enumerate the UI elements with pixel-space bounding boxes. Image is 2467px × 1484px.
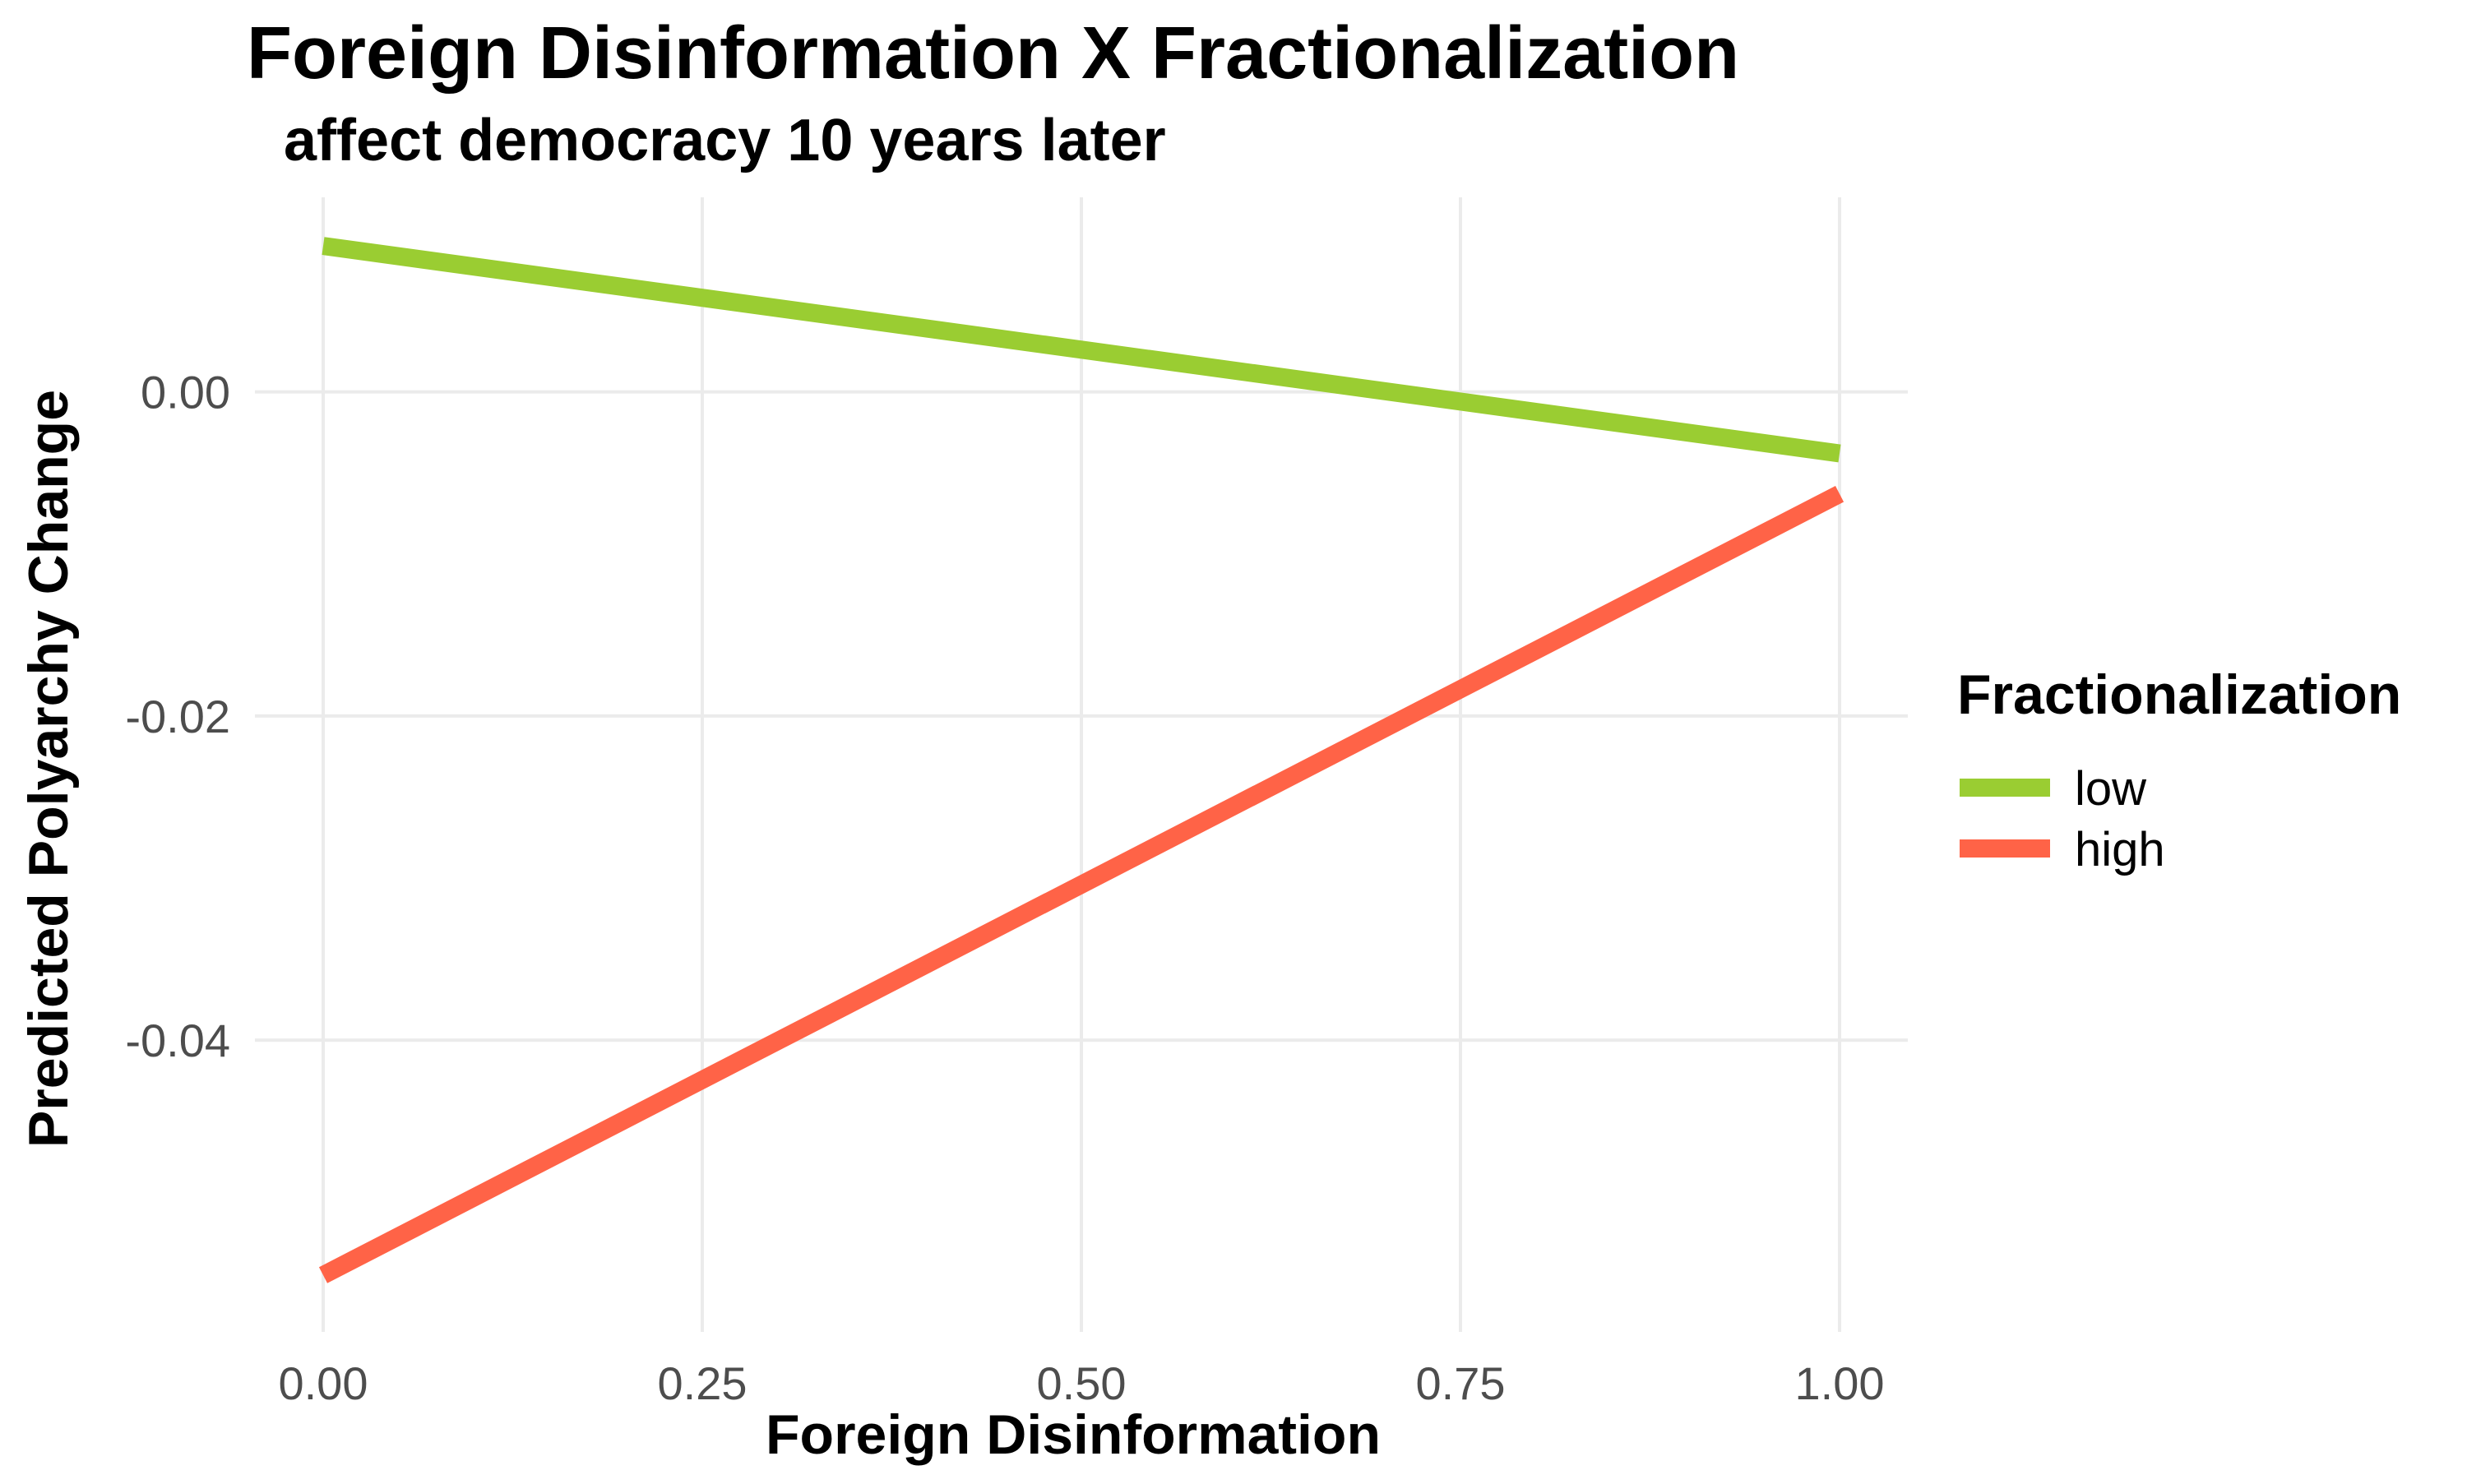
x-tick-label: 1.00 bbox=[1795, 1357, 1885, 1409]
series-layer bbox=[318, 237, 1844, 1283]
x-tick-label: 0.25 bbox=[657, 1357, 747, 1409]
x-tick-label: 0.50 bbox=[1037, 1357, 1127, 1409]
legend-title: Fractionalization bbox=[1957, 663, 2401, 726]
series-line-low bbox=[322, 237, 1841, 463]
x-axis-title: Foreign Disinformation bbox=[766, 1403, 1381, 1466]
y-tick-label: -0.04 bbox=[125, 1015, 230, 1066]
x-tick-label: 0.00 bbox=[278, 1357, 368, 1409]
y-tick-label: -0.02 bbox=[125, 691, 230, 742]
y-tick-label: 0.00 bbox=[141, 367, 230, 418]
y-axis-title: Predicted Polyarchy Change bbox=[17, 390, 80, 1148]
legend-items: low high bbox=[1960, 762, 2165, 876]
chart-title: Foreign Disinformation X Fractionalizati… bbox=[247, 12, 1739, 95]
y-tick-labels: 0.00 -0.02 -0.04 bbox=[125, 367, 230, 1067]
grid-layer bbox=[255, 197, 1908, 1332]
chart-subtitle: affect democracy 10 years later bbox=[284, 108, 1166, 173]
legend: Fractionalization low high bbox=[1957, 663, 2401, 876]
series-line-high bbox=[318, 485, 1844, 1283]
legend-label-high: high bbox=[2075, 823, 2165, 876]
legend-label-low: low bbox=[2075, 762, 2147, 816]
x-tick-label: 0.75 bbox=[1416, 1357, 1506, 1409]
x-tick-labels: 0.00 0.25 0.50 0.75 1.00 bbox=[278, 1357, 1884, 1409]
